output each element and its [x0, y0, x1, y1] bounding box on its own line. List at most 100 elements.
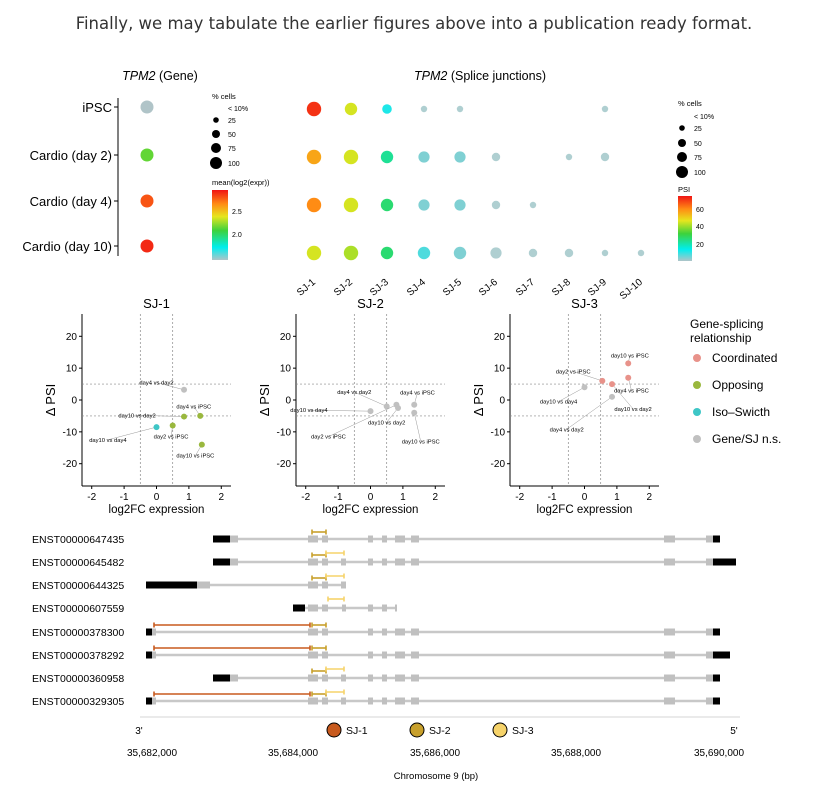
exon-block [706, 697, 713, 705]
sj-dot [528, 248, 538, 258]
transcript-row: ENST00000607559 [32, 596, 397, 615]
sj-dot [343, 245, 359, 261]
transcript-name: ENST00000329305 [32, 696, 124, 708]
label-leader [573, 371, 603, 382]
sj-dot [564, 248, 574, 258]
label-leader [611, 383, 634, 410]
exon-block [322, 651, 328, 659]
gene-row-label: iPSC [82, 100, 112, 115]
legend-label: Opposing [712, 378, 763, 392]
y-tick-label: 10 [494, 364, 506, 375]
chrom-tick-label: 35,686,000 [410, 748, 460, 759]
exon-block [368, 674, 373, 682]
transcript-name: ENST00000645482 [32, 557, 124, 569]
point-label: day4 vs iPSC [614, 388, 649, 394]
y-tick-label: -10 [491, 427, 506, 438]
x-tick-label: 0 [582, 492, 588, 503]
color-legend-tick: 60 [696, 207, 704, 214]
size-legend-label: 25 [228, 118, 236, 125]
scatter-point [393, 401, 400, 408]
utr-block [713, 558, 736, 566]
exon-block [152, 697, 156, 705]
size-legend-label: 75 [228, 146, 236, 153]
size-legend-dot [678, 139, 686, 147]
y-tick-label: 0 [499, 396, 505, 407]
exon-block [706, 651, 713, 659]
sj-size-legend-title: % cells [678, 99, 702, 108]
label-leader [107, 426, 157, 441]
size-legend-dot [212, 130, 220, 138]
point-label: day10 vs iPSC [402, 439, 440, 445]
sj-legend-swatch [492, 722, 508, 738]
point-label: day2 vs iPSC [556, 369, 591, 375]
exon-block [664, 535, 675, 543]
transcript-row: ENST00000645482 [32, 550, 736, 569]
utr-block [213, 674, 230, 682]
scatter-point [181, 386, 188, 393]
point-label: day4 vs iPSC [400, 391, 435, 397]
x-tick-label: 2 [219, 492, 225, 503]
sj-dot [306, 101, 322, 117]
sj-column-label: SJ-5 [441, 277, 464, 299]
label-leader [566, 396, 613, 430]
exon-block [664, 558, 675, 566]
legend-dot [693, 435, 701, 443]
exon-block [368, 651, 373, 659]
exon-block [382, 628, 387, 636]
sj-legend-label: SJ-2 [429, 725, 451, 737]
color-legend-bar [212, 190, 228, 260]
scatter-point [383, 403, 390, 410]
exon-block [382, 697, 387, 705]
sj-dot [420, 105, 428, 113]
exon-block [341, 674, 346, 682]
y-tick-label: -20 [491, 459, 506, 470]
legend-dot [693, 354, 701, 362]
transcript-row: ENST00000329305 [32, 689, 720, 708]
exon-block [230, 535, 238, 543]
exon-block [322, 604, 328, 612]
y-tick-label: -10 [277, 427, 292, 438]
exon-block [322, 697, 328, 705]
chrom-axis-label: Chromosome 9 (bp) [394, 771, 478, 782]
sj-dot [343, 149, 359, 165]
size-legend-dot [679, 125, 685, 131]
x-tick-label: -2 [87, 492, 96, 503]
end-label-5prime: 5' [730, 726, 738, 737]
x-tick-label: 2 [647, 492, 653, 503]
point-label: day10 vs day4 [290, 408, 328, 414]
label-leader [413, 412, 421, 442]
exon-block [706, 535, 713, 543]
sj-dot [491, 200, 501, 210]
sj-dot [529, 201, 537, 209]
x-tick-label: -1 [120, 492, 129, 503]
color-legend-tick: 20 [696, 242, 704, 249]
exon-block [308, 581, 318, 589]
sj-dot [380, 150, 394, 164]
exon-block [368, 697, 373, 705]
x-tick-label: 0 [154, 492, 160, 503]
utr-block [146, 581, 197, 589]
size-legend-dot [213, 117, 219, 123]
exon-block [197, 581, 210, 589]
exon-block [342, 604, 346, 612]
exon-block [322, 628, 328, 636]
sj-dot [382, 104, 392, 114]
legend-label: Iso–Swicth [712, 405, 770, 419]
gene-row-label: Cardio (day 2) [30, 148, 112, 163]
exon-block [411, 697, 419, 705]
sj-dot [490, 247, 502, 259]
size-legend-label: < 10% [228, 106, 248, 113]
exon-block [322, 674, 328, 682]
gene-dot [140, 100, 154, 114]
size-legend-dot [211, 143, 221, 153]
transcript-name: ENST00000378292 [32, 650, 124, 662]
sj-dot [600, 152, 610, 162]
transcript-row: ENST00000378292 [32, 645, 730, 662]
exon-block [664, 651, 675, 659]
legend-title: Gene-splicing [690, 317, 763, 331]
point-label: day4 vs day2 [550, 427, 584, 433]
exon-block [395, 558, 405, 566]
